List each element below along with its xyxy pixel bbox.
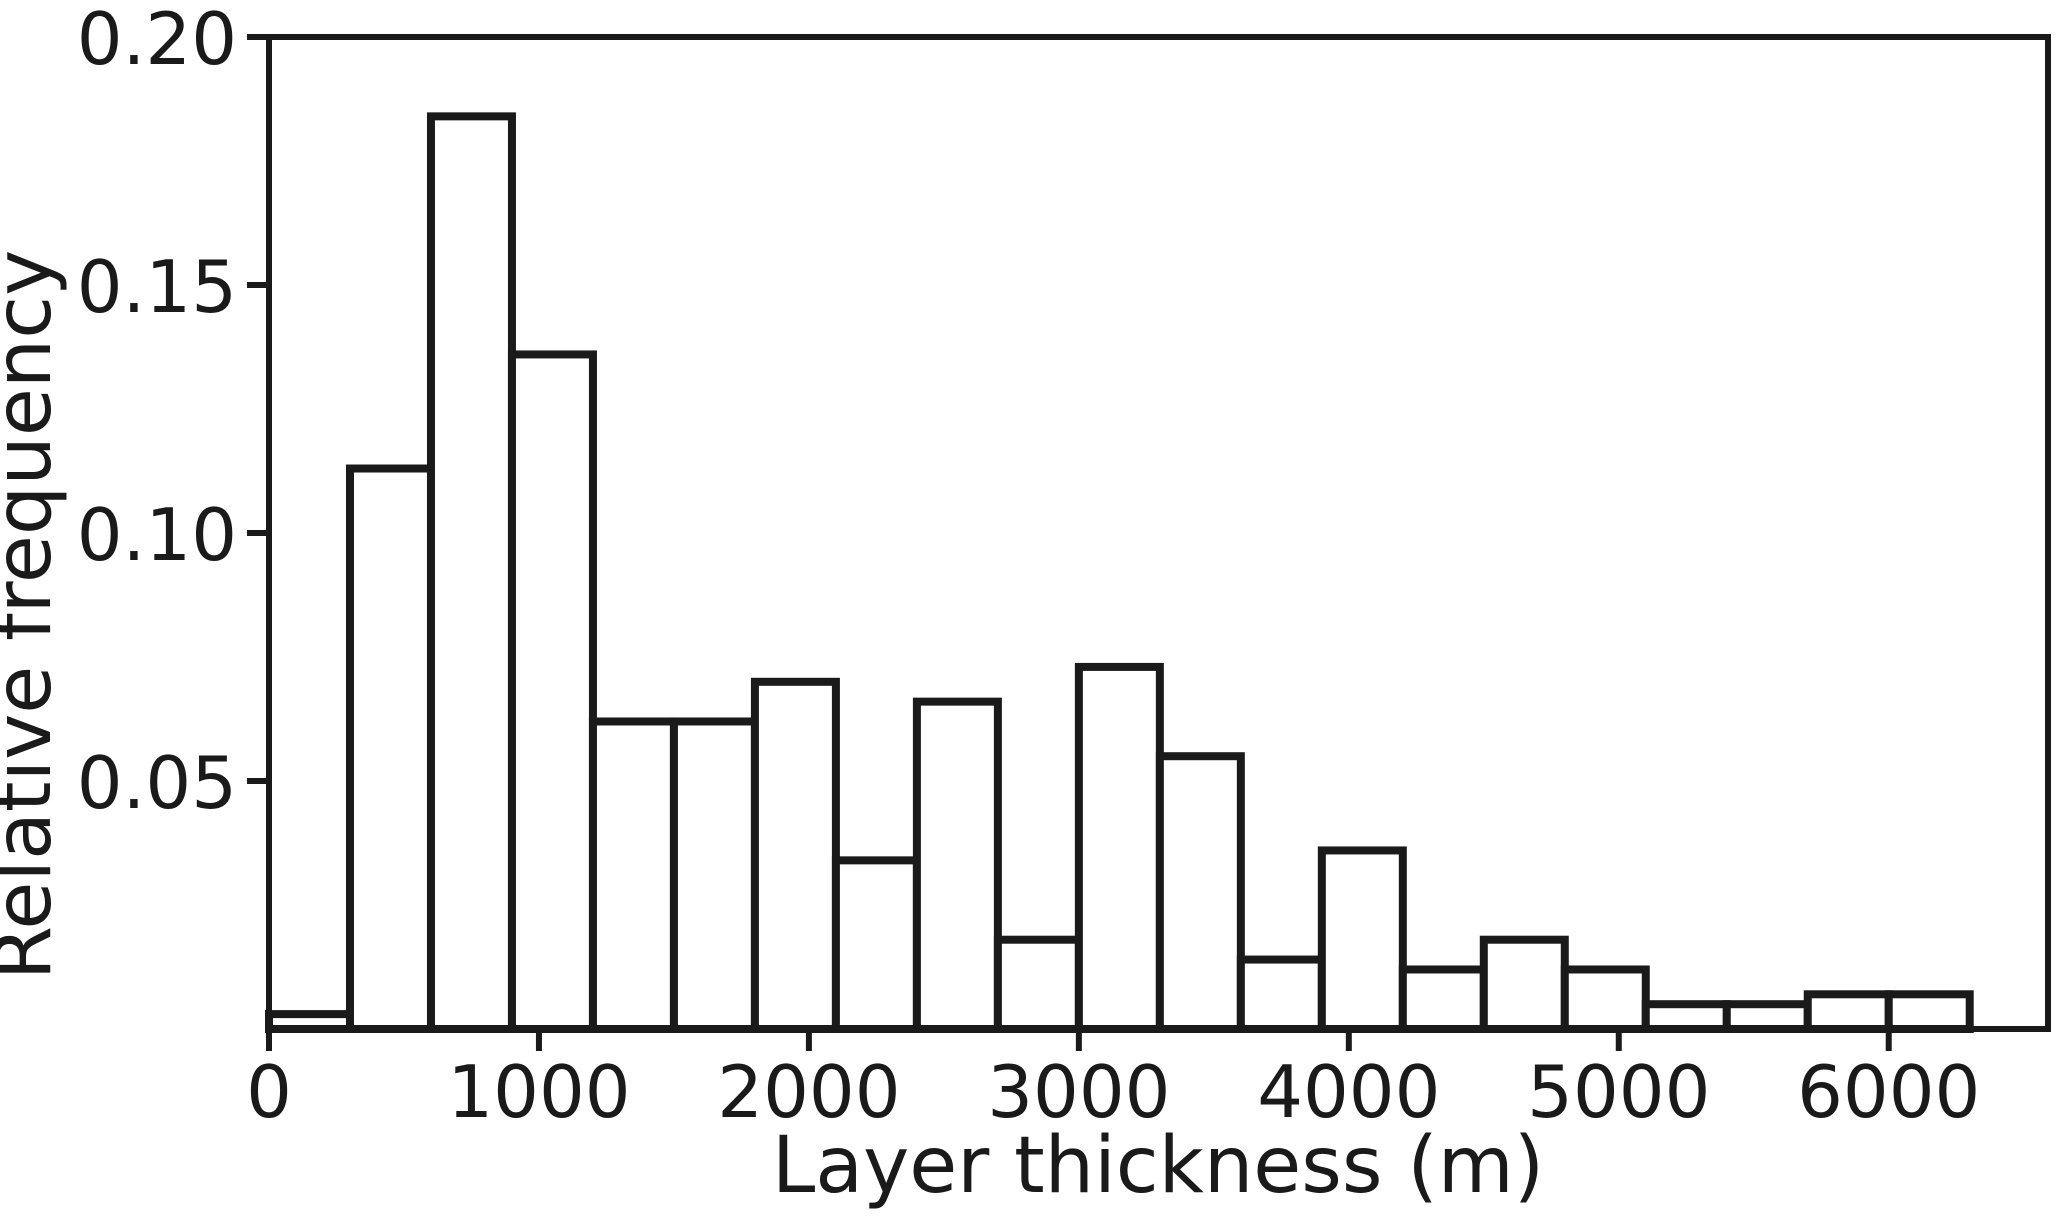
histogram-bar [1317, 846, 1407, 1033]
x-tick-label: 1000 [447, 1050, 630, 1134]
x-tick-label: 3000 [987, 1050, 1170, 1134]
histogram-bar [1398, 965, 1488, 1033]
histogram-bar [1155, 752, 1245, 1033]
histogram-bar [345, 464, 435, 1033]
x-tick-label: 2000 [717, 1050, 900, 1134]
histogram-bar [1074, 662, 1164, 1033]
histogram-bar [1236, 955, 1326, 1033]
x-tick-label: 6000 [1797, 1050, 1980, 1134]
histogram-bar [1560, 965, 1650, 1033]
histogram-bar [1479, 935, 1569, 1033]
histogram-bar [831, 856, 921, 1033]
y-tick-label: 0.10 [77, 493, 237, 577]
y-tick-label: 0.20 [77, 0, 237, 81]
x-axis-ticks: 0 1000 2000 3000 4000 5000 6000 [246, 1032, 1980, 1134]
histogram-bar [1884, 990, 1974, 1034]
histogram-bar [1641, 1000, 1731, 1034]
y-axis-label: Relative frequency [0, 250, 69, 981]
x-tick-label: 0 [246, 1050, 292, 1134]
histogram-bar [588, 717, 678, 1033]
y-tick-label: 0.15 [77, 245, 237, 329]
histogram-bar [1803, 990, 1893, 1034]
histogram-bar [912, 697, 1002, 1033]
histogram-bar [426, 112, 516, 1034]
histogram-bar [993, 935, 1083, 1033]
bars-group [265, 112, 1974, 1034]
x-tick-label: 5000 [1527, 1050, 1710, 1134]
histogram-bar [1722, 1000, 1812, 1034]
y-axis-ticks: 0.05 0.10 0.15 0.20 [77, 0, 266, 825]
histogram-bar [750, 677, 840, 1033]
axes-frame [266, 34, 2051, 1032]
histogram-bar [669, 717, 759, 1033]
histogram-bar [507, 350, 597, 1033]
x-axis-label: Layer thickness (m) [772, 1121, 1544, 1211]
axes-spines [266, 34, 2051, 1032]
x-tick-label: 4000 [1257, 1050, 1440, 1134]
y-tick-label: 0.05 [77, 741, 237, 825]
